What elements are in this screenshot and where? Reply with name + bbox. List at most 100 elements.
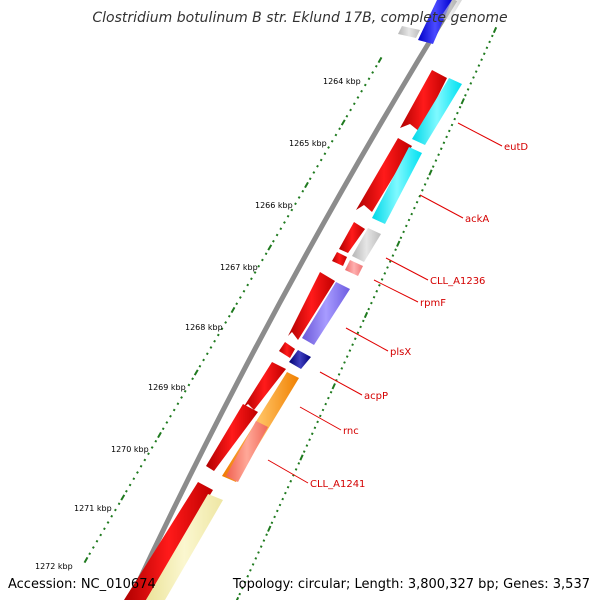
minor-tick (447, 129, 451, 133)
minor-tick (150, 446, 154, 449)
minor-tick (172, 408, 176, 412)
minor-tick (323, 152, 327, 156)
minor-tick (290, 208, 294, 212)
major-tick (396, 240, 401, 247)
minor-tick (243, 580, 247, 584)
leader-rnc (299, 406, 342, 431)
minor-tick (372, 295, 376, 299)
minor-tick (356, 96, 360, 99)
minor-tick (246, 574, 250, 578)
minor-tick (250, 277, 253, 281)
minor-tick (334, 133, 338, 137)
genome-summary-text: Topology: circular; Length: 3,800,327 bp… (232, 577, 590, 592)
minor-tick (279, 227, 283, 231)
minor-tick (262, 539, 266, 542)
minor-tick (241, 586, 244, 590)
minor-tick (286, 214, 290, 218)
accession-text: Accession: NC_010674 (8, 577, 156, 592)
minor-tick (227, 314, 231, 318)
minor-tick (253, 271, 257, 274)
minor-tick (421, 188, 424, 192)
minor-tick (472, 76, 475, 79)
minor-tick (439, 147, 443, 151)
minor-tick (337, 373, 341, 376)
minor-tick (220, 327, 224, 331)
minor-tick (154, 439, 158, 443)
gene-eutD[interactable] (412, 78, 462, 145)
leader-CLL_A1236 (385, 257, 429, 281)
minor-tick (110, 514, 114, 518)
minor-tick (321, 408, 325, 412)
labeled-genes (146, 78, 462, 600)
minor-tick (353, 337, 357, 341)
minor-tick (371, 71, 375, 74)
gene-acpP[interactable] (289, 350, 311, 369)
minor-tick (259, 545, 263, 548)
gene-CLL_A1241[interactable] (226, 421, 268, 482)
minor-tick (265, 533, 268, 537)
label-plsX[interactable]: plsX (390, 347, 411, 358)
major-tick (331, 383, 336, 390)
minor-tick (238, 296, 242, 299)
kbp-label: 1267 kbp (220, 263, 258, 272)
label-CLL_A1236[interactable]: CLL_A1236 (430, 276, 485, 287)
minor-tick (143, 458, 147, 462)
minor-tick (348, 349, 352, 352)
minor-tick (313, 426, 317, 430)
minor-tick (224, 321, 228, 324)
gene-block (206, 404, 258, 471)
tick-ring-outer (83, 56, 383, 564)
major-tick (193, 369, 199, 376)
label-eutD[interactable]: eutD (504, 142, 528, 153)
major-tick (492, 26, 498, 34)
minor-tick (394, 248, 397, 252)
minor-tick (281, 497, 285, 501)
minor-tick (209, 346, 213, 349)
minor-tick (319, 158, 323, 162)
minor-tick (91, 546, 95, 549)
minor-tick (132, 477, 136, 481)
minor-tick (272, 239, 275, 243)
minor-tick (169, 414, 172, 418)
minor-tick (340, 367, 344, 370)
minor-tick (388, 260, 392, 263)
minor-tick (286, 485, 290, 489)
gene-CLL_A1236[interactable] (352, 228, 381, 262)
gene-plsX[interactable] (302, 282, 350, 345)
minor-tick (106, 521, 110, 524)
minor-tick (349, 108, 352, 112)
minor-tick (301, 189, 305, 193)
minor-tick (99, 533, 103, 537)
minor-tick (198, 364, 202, 368)
leader-acpP (319, 371, 363, 396)
minor-tick (284, 491, 287, 495)
minor-tick (437, 153, 440, 157)
gene-rpmF[interactable] (345, 260, 363, 276)
label-rpmF[interactable]: rpmF (420, 298, 446, 309)
gene-ackA[interactable] (372, 147, 422, 224)
label-CLL_A1241[interactable]: CLL_A1241 (310, 479, 365, 490)
major-tick (83, 556, 89, 564)
label-ackA[interactable]: ackA (465, 214, 489, 225)
minor-tick (257, 551, 260, 554)
minor-tick (216, 333, 220, 337)
label-acpP[interactable]: acpP (364, 391, 388, 402)
minor-tick (480, 58, 483, 62)
minor-tick (456, 111, 459, 115)
kbp-label: 1264 kbp (323, 77, 361, 86)
minor-tick (415, 200, 419, 204)
minor-tick (477, 64, 481, 67)
kbp-label: 1271 kbp (74, 504, 112, 513)
label-rnc[interactable]: rnc (343, 426, 359, 437)
minor-tick (275, 509, 279, 513)
minor-tick (183, 389, 187, 393)
gene-block (288, 272, 335, 340)
minor-tick (312, 171, 316, 174)
leader-plsX (345, 327, 389, 352)
minor-tick (161, 427, 165, 431)
leader-eutD (457, 122, 503, 147)
major-tick (340, 119, 346, 126)
minor-tick (359, 325, 362, 329)
minor-tick (423, 183, 427, 186)
major-tick (267, 244, 273, 251)
